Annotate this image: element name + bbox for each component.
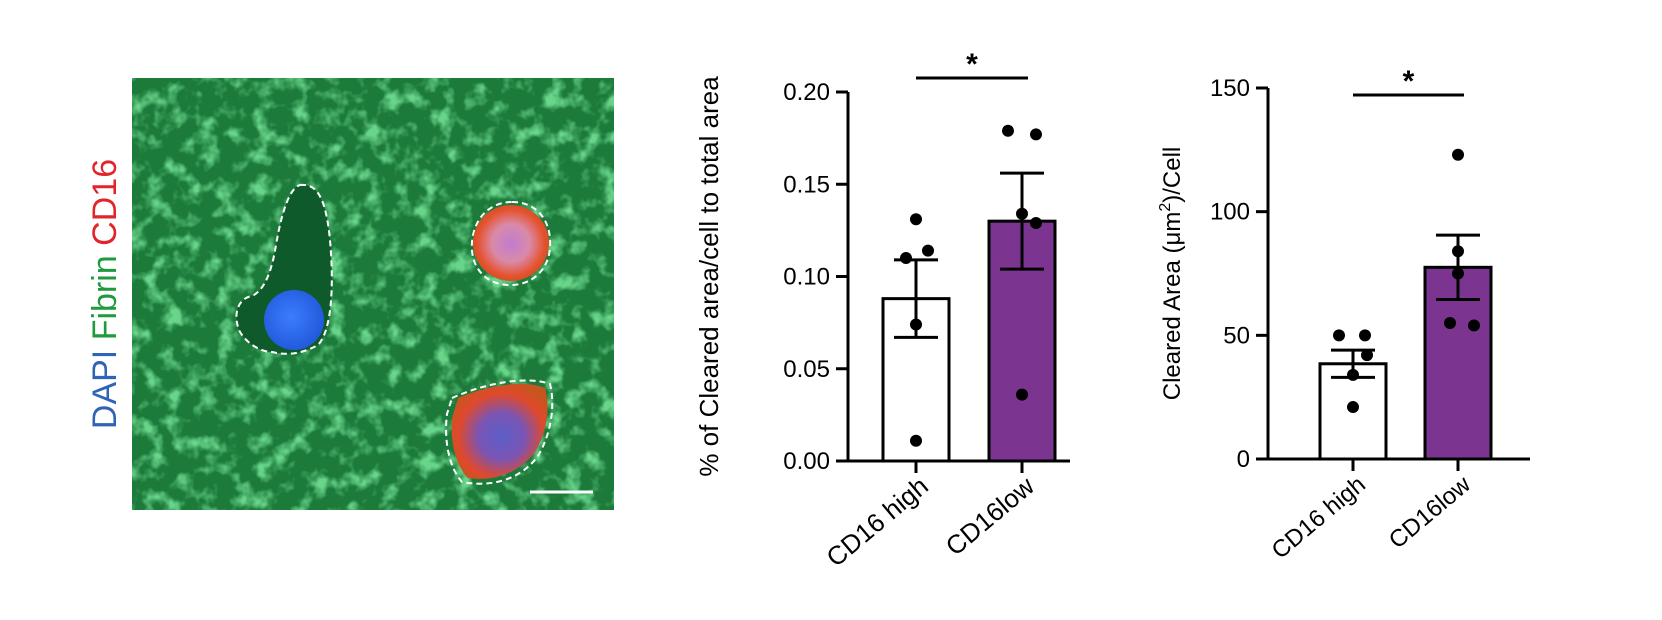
y-tick-label: 100 xyxy=(1210,199,1250,226)
data-point xyxy=(1347,368,1359,381)
fibrin-texture xyxy=(132,78,614,510)
y-tick-label: 150 xyxy=(1210,75,1250,102)
significance-marker: * xyxy=(966,48,978,81)
data-point xyxy=(910,318,922,331)
micrograph-panel xyxy=(132,78,614,510)
y-tick-label: 0.15 xyxy=(783,171,830,198)
chart-cleared-area-percent: 0.00 0.05 0.10 0.15 0.20 CD16 high CD16low * % o… xyxy=(694,48,1070,573)
data-point xyxy=(1452,245,1464,258)
y-tick-label: 0.00 xyxy=(783,448,830,475)
cd16-cell xyxy=(473,205,549,281)
data-point xyxy=(1002,124,1014,137)
data-point xyxy=(1347,401,1359,414)
x-tick-label: CD16 high xyxy=(1267,471,1371,565)
y-tick-label: 0.20 xyxy=(783,79,830,106)
y-tick-label: 50 xyxy=(1223,322,1250,349)
y-tick-label: 0.05 xyxy=(783,356,830,383)
data-point xyxy=(1468,319,1480,332)
data-point xyxy=(1016,207,1028,220)
data-point xyxy=(1452,148,1464,161)
data-point xyxy=(910,434,922,447)
cd16-cell xyxy=(451,383,548,479)
y-tick-label: 0 xyxy=(1237,446,1250,473)
data-point xyxy=(910,213,922,226)
data-point xyxy=(1016,388,1028,401)
y-axis-label: % of Cleared area/cell to total area xyxy=(694,76,724,477)
channel-label-cd16: CD16 xyxy=(86,159,124,246)
data-point xyxy=(1452,267,1464,280)
channel-label: DAPI Fibrin CD16 xyxy=(86,159,124,429)
blue-nucleus-cell xyxy=(264,290,324,350)
x-tick-label: CD16 high xyxy=(820,471,933,573)
data-point xyxy=(1333,329,1345,342)
significance-marker: * xyxy=(1403,65,1415,98)
x-tick-label: CD16low xyxy=(1384,470,1476,554)
data-point xyxy=(1030,128,1042,141)
data-point xyxy=(1444,316,1456,329)
data-point xyxy=(900,252,912,265)
channel-label-fibrin: Fibrin xyxy=(86,255,124,340)
cleared-area-outline xyxy=(445,379,554,485)
data-point xyxy=(922,244,934,257)
cleared-area-outline xyxy=(470,200,552,287)
channel-label-dapi: DAPI xyxy=(86,350,124,429)
data-point xyxy=(1359,329,1371,342)
x-tick-label: CD16low xyxy=(940,470,1040,561)
y-tick-label: 0.10 xyxy=(783,264,830,291)
data-point xyxy=(1361,349,1373,362)
y-axis-label: Cleared Area (μm2)/Cell xyxy=(1157,147,1186,401)
data-point xyxy=(1030,216,1042,229)
chart-cleared-area-per-cell: 0 50 100 150 CD16 high CD16low * Cleared Area (… xyxy=(1157,65,1530,564)
